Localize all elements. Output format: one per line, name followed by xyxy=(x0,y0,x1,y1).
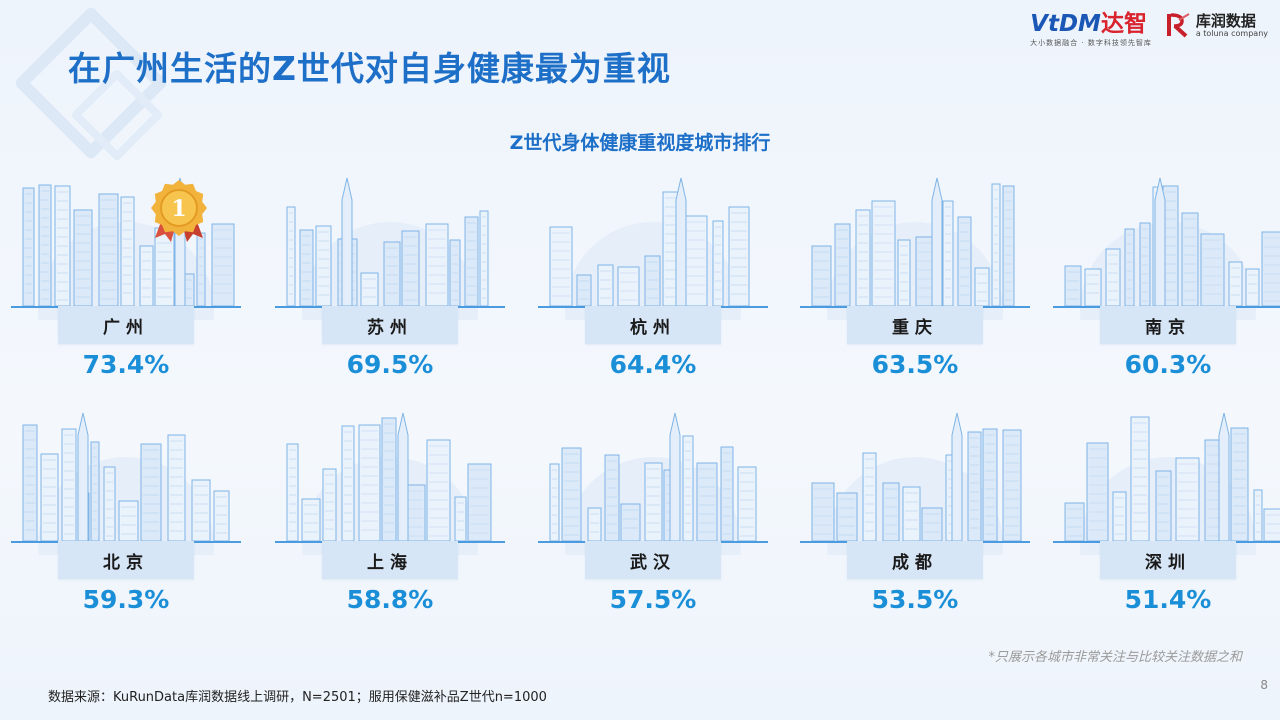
city-skyline-illustration xyxy=(800,177,1030,320)
city-card: 苏州 69.5% xyxy=(265,160,515,410)
city-label: 杭州 xyxy=(585,306,721,344)
kurun-logo: 库润数据 a toluna company xyxy=(1166,12,1268,38)
city-skyline-illustration xyxy=(1053,177,1280,320)
city-value: 58.8% xyxy=(346,585,434,614)
city-skyline-illustration xyxy=(538,412,768,555)
city-label: 苏州 xyxy=(322,306,458,344)
kurun-logo-text: 库润数据 xyxy=(1195,11,1256,30)
city-value: 64.4% xyxy=(609,350,697,379)
city-card: 武汉 57.5% xyxy=(528,395,778,645)
vtdm-logo-cn: 达智 xyxy=(1100,11,1147,37)
vtdm-logo: VtDM达智 大小数据融合 · 数字科技领先智库 xyxy=(1030,12,1152,48)
kurun-logo-icon xyxy=(1166,13,1190,38)
city-skyline-illustration xyxy=(1053,412,1280,555)
city-skyline-illustration xyxy=(11,177,241,320)
page-number: 8 xyxy=(1260,678,1268,692)
city-card: 成都 53.5% xyxy=(790,395,1040,645)
city-value: 73.4% xyxy=(82,350,170,379)
logo-area: VtDM达智 大小数据融合 · 数字科技领先智库 库润数据 a toluna c… xyxy=(1030,12,1268,48)
city-label: 武汉 xyxy=(585,541,721,579)
city-skyline-illustration xyxy=(11,412,241,555)
kurun-logo-sub: a toluna company xyxy=(1195,28,1268,38)
city-label: 北京 xyxy=(58,541,194,579)
city-value: 69.5% xyxy=(346,350,434,379)
city-card: 杭州 64.4% xyxy=(528,160,778,410)
city-value: 51.4% xyxy=(1124,585,1212,614)
city-card: 深圳 51.4% xyxy=(1043,395,1280,645)
city-card: 南京 60.3% xyxy=(1043,160,1280,410)
vtdm-logo-sub: 大小数据融合 · 数字科技领先智库 xyxy=(1030,39,1152,47)
city-value: 63.5% xyxy=(871,350,959,379)
city-label: 上海 xyxy=(322,541,458,579)
gold-medal-icon: 1 xyxy=(151,180,207,242)
city-skyline-illustration xyxy=(275,177,505,320)
city-label: 广州 xyxy=(58,306,194,344)
medal-rank-text: 1 xyxy=(171,196,186,222)
city-value: 59.3% xyxy=(82,585,170,614)
city-label: 成都 xyxy=(847,541,983,579)
city-card: 重庆 63.5% xyxy=(790,160,1040,410)
city-value: 60.3% xyxy=(1124,350,1212,379)
vtdm-logo-text: VtDM xyxy=(1030,11,1101,37)
city-label: 重庆 xyxy=(847,306,983,344)
city-skyline-illustration xyxy=(800,412,1030,555)
page-title: 在广州生活的Z世代对自身健康最为重视 xyxy=(68,49,671,88)
city-label: 深圳 xyxy=(1100,541,1236,579)
city-value: 57.5% xyxy=(609,585,697,614)
city-card: 广州 73.4% xyxy=(1,160,251,410)
data-source: 数据来源：KuRunData库润数据线上调研，N=2501；服用保健滋补品Z世代… xyxy=(48,690,547,705)
city-skyline-illustration xyxy=(275,412,505,555)
city-skyline-illustration xyxy=(538,177,768,320)
city-value: 53.5% xyxy=(871,585,959,614)
city-card: 北京 59.3% xyxy=(1,395,251,645)
city-card: 上海 58.8% xyxy=(265,395,515,645)
chart-title: Z世代身体健康重视度城市排行 xyxy=(509,132,771,154)
city-label: 南京 xyxy=(1100,306,1236,344)
footnote: *只展示各城市非常关注与比较关注数据之和 xyxy=(988,650,1242,665)
